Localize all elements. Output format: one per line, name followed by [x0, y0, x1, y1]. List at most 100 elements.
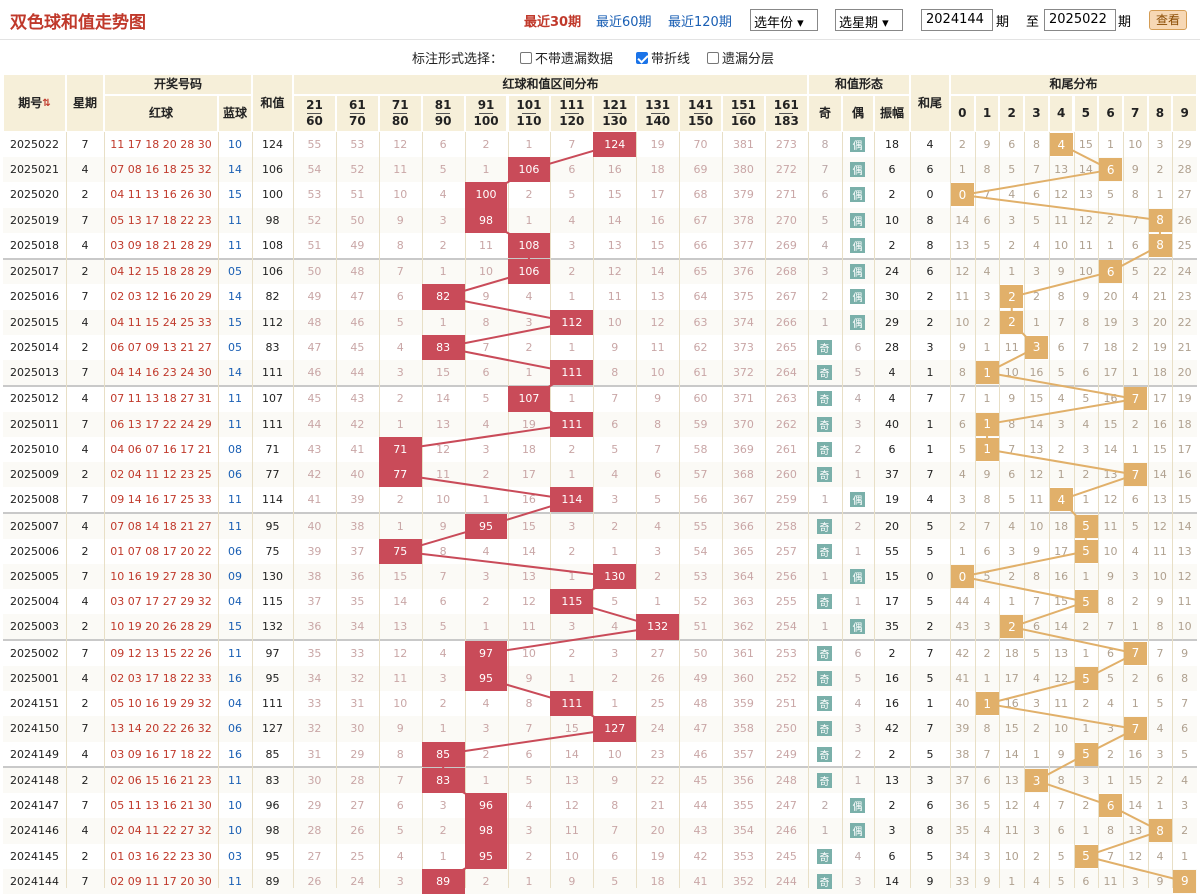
even-badge: 偶: [850, 492, 865, 508]
range-miss-cell: 6: [568, 163, 576, 177]
to-label: 至: [1026, 15, 1040, 30]
odd-badge: 奇: [817, 467, 832, 482]
range-miss-cell: 24: [650, 722, 665, 736]
tail-miss-cell: 15: [1004, 722, 1019, 736]
tail-miss-cell: 17: [1103, 366, 1118, 380]
tail-digit-header-7: 7: [1122, 95, 1148, 132]
tail-cell: 8: [926, 213, 934, 227]
odd-miss-cell: 7: [821, 163, 829, 177]
col-period-header[interactable]: 期号 ⇅: [3, 74, 66, 132]
red-balls-cell: 07 11 13 18 27 31: [110, 392, 212, 406]
sum-cell: 98: [265, 824, 280, 838]
odd-miss-cell: 1: [821, 570, 829, 584]
option-layered[interactable]: 遗漏分层: [707, 48, 774, 67]
range-header-6: 101 110: [507, 95, 551, 132]
tail-cell: 5: [926, 672, 934, 686]
tail-marker: 3: [1025, 335, 1049, 359]
tail-marker: 8: [1148, 233, 1172, 257]
range-miss-cell: 273: [775, 138, 797, 152]
from-period-input[interactable]: 2024144: [921, 9, 993, 31]
range-miss-cell: 14: [607, 213, 622, 227]
tail-cell: 4: [926, 138, 934, 152]
tail-miss-cell: 2: [958, 138, 966, 152]
sum-range-marker: 83: [421, 768, 465, 794]
tail-miss-cell: 2: [1131, 595, 1139, 609]
tail-miss-cell: 5: [1057, 366, 1065, 380]
range-miss-cell: 16: [521, 493, 536, 507]
range-miss-cell: 5: [568, 188, 576, 202]
option-no-miss[interactable]: 不带遗漏数据: [520, 48, 613, 67]
period-cell: 2025010: [10, 442, 59, 456]
tail-cell: 8: [926, 824, 934, 838]
tail-miss-cell: 17: [1004, 672, 1019, 686]
range-miss-cell: 263: [775, 392, 797, 406]
recent-30-link[interactable]: 最近30期: [524, 15, 582, 30]
range-miss-cell: 255: [775, 595, 797, 609]
range-divider: [607, 113, 622, 114]
checkbox-icon[interactable]: [707, 51, 719, 64]
amplitude-cell: 6: [888, 442, 896, 456]
tail-miss-cell: 7: [1156, 646, 1164, 660]
range-miss-cell: 15: [436, 366, 451, 380]
column-divider: [252, 132, 253, 888]
amplitude-cell: 19: [885, 493, 899, 507]
sort-icon[interactable]: ⇅: [42, 97, 51, 109]
tail-miss-cell: 1: [958, 544, 966, 558]
tail-miss-cell: 1: [1107, 138, 1115, 152]
range-header-10: 141 150: [679, 95, 722, 132]
range-low: 61: [348, 98, 366, 112]
period-cell: 2025004: [10, 595, 59, 609]
tail-miss-cell: 3: [1008, 544, 1016, 558]
period-cell: 2024145: [10, 849, 59, 863]
even-badge: 偶: [850, 264, 865, 280]
even-badge: 偶: [850, 162, 865, 178]
range-miss-cell: 45: [350, 340, 365, 354]
range-miss-cell: 49: [693, 672, 708, 686]
period-cell: 2025022: [10, 138, 59, 152]
range-miss-cell: 251: [775, 697, 797, 711]
checkbox-icon[interactable]: [520, 51, 532, 64]
tail-miss-cell: 12: [1152, 519, 1167, 533]
tail-miss-cell: 2: [1181, 824, 1189, 838]
range-miss-cell: 367: [732, 493, 754, 507]
weekday-cell: 2: [81, 774, 89, 788]
tail-miss-cell: 12: [1054, 188, 1069, 202]
recent-120-link[interactable]: 最近120期: [668, 15, 732, 30]
option-polyline[interactable]: 带折线: [636, 48, 690, 67]
col-tail-header: 和尾: [910, 74, 950, 132]
tail-miss-cell: 12: [1078, 213, 1093, 227]
to-period-input[interactable]: 2025022: [1044, 9, 1116, 31]
tail-marker: 6: [1099, 158, 1123, 182]
period-cell: 2025018: [10, 238, 59, 252]
tail-miss-cell: 14: [1078, 163, 1093, 177]
sum-cell: 82: [265, 290, 280, 304]
tail-miss-cell: 5: [1131, 265, 1139, 279]
range-miss-cell: 3: [611, 646, 619, 660]
tail-miss-cell: 4: [1008, 188, 1016, 202]
weekday-select[interactable]: 选星期 ▾: [835, 9, 903, 31]
range-miss-cell: 7: [482, 340, 490, 354]
range-miss-cell: 3: [568, 620, 576, 634]
sum-cell: 132: [262, 620, 283, 634]
range-miss-cell: 2: [396, 392, 404, 406]
range-miss-cell: 2: [482, 138, 490, 152]
sum-range-marker: 106: [507, 157, 551, 183]
range-divider: [693, 113, 708, 114]
range-miss-cell: 252: [775, 672, 797, 686]
tail-miss-cell: 2: [1156, 774, 1164, 788]
range-high: 160: [730, 114, 756, 128]
range-miss-cell: 364: [732, 570, 754, 584]
checkbox-checked-icon[interactable]: [636, 51, 648, 64]
tail-miss-cell: 6: [1082, 366, 1090, 380]
range-miss-cell: 1: [482, 774, 490, 788]
range-miss-cell: 33: [350, 646, 365, 660]
range-miss-cell: 60: [693, 392, 708, 406]
red-balls-cell: 11 17 18 20 28 30: [110, 138, 212, 152]
red-balls-cell: 07 08 16 18 25 32: [110, 163, 212, 177]
recent-60-link[interactable]: 最近60期: [596, 15, 652, 30]
view-button[interactable]: 查看: [1149, 10, 1187, 30]
range-miss-cell: 373: [732, 340, 754, 354]
red-balls-cell: 04 06 07 16 17 21: [110, 442, 212, 456]
tail-miss-cell: 36: [955, 799, 970, 813]
year-select[interactable]: 选年份 ▾: [750, 9, 818, 31]
